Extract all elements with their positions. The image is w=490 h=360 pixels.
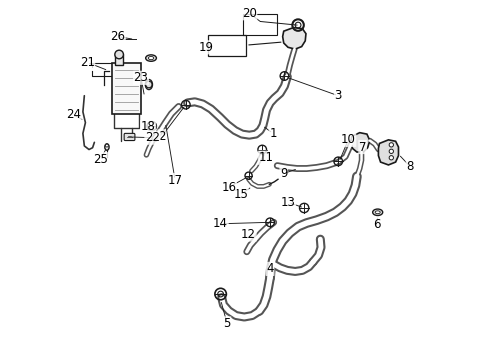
Circle shape	[389, 149, 393, 153]
Text: 1: 1	[269, 127, 277, 140]
Text: 9: 9	[280, 167, 288, 180]
Text: 18: 18	[141, 121, 156, 134]
Text: 21: 21	[80, 56, 95, 69]
Text: 16: 16	[221, 181, 236, 194]
Text: 6: 6	[373, 218, 381, 231]
Bar	[243, 14, 277, 35]
Text: 12: 12	[241, 228, 256, 241]
Text: 14: 14	[213, 217, 228, 230]
Ellipse shape	[146, 80, 152, 90]
Text: 24: 24	[66, 108, 81, 121]
Ellipse shape	[375, 211, 380, 214]
Text: 23: 23	[134, 71, 148, 84]
Circle shape	[389, 156, 393, 160]
Bar	[208, 35, 246, 55]
Text: 20: 20	[242, 7, 257, 20]
Text: 5: 5	[223, 317, 231, 330]
Circle shape	[105, 144, 108, 147]
Ellipse shape	[148, 57, 154, 60]
Text: 3: 3	[335, 89, 342, 102]
Text: 15: 15	[233, 188, 248, 201]
Text: 17: 17	[168, 174, 183, 186]
Ellipse shape	[146, 55, 156, 61]
Text: 19: 19	[199, 41, 214, 54]
Text: 22: 22	[145, 131, 160, 144]
Bar	[112, 63, 141, 114]
Text: 8: 8	[406, 160, 414, 173]
Bar	[115, 54, 123, 64]
Text: 11: 11	[258, 151, 273, 164]
Text: 2: 2	[158, 130, 166, 143]
Polygon shape	[378, 140, 398, 165]
Text: 25: 25	[94, 153, 108, 166]
Ellipse shape	[105, 144, 109, 150]
FancyBboxPatch shape	[124, 134, 135, 140]
Ellipse shape	[373, 209, 383, 216]
Text: 4: 4	[267, 262, 274, 275]
Polygon shape	[351, 133, 370, 152]
Circle shape	[115, 50, 123, 59]
Text: 13: 13	[281, 196, 295, 209]
Text: 10: 10	[341, 133, 356, 146]
Circle shape	[389, 143, 393, 147]
Text: 7: 7	[359, 140, 367, 153]
Text: 26: 26	[110, 30, 125, 43]
Polygon shape	[283, 28, 306, 49]
